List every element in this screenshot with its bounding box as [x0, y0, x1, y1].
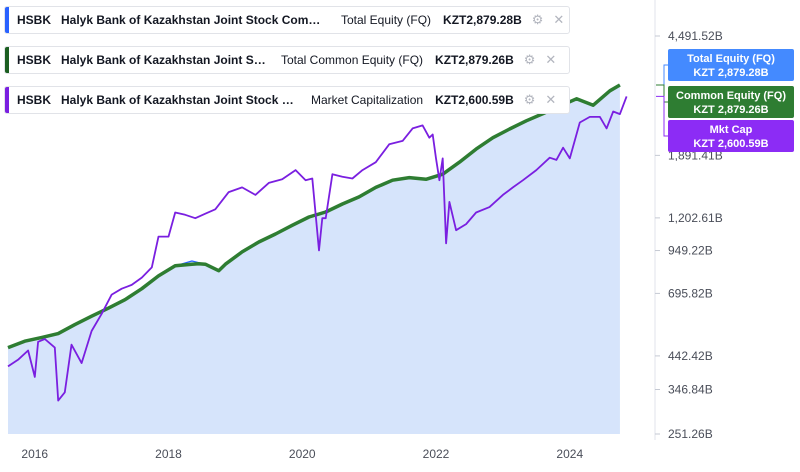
series-lines [7, 83, 628, 402]
price-tags: Total Equity (FQ) KZT 2,879.28B Common Equ… [656, 49, 794, 152]
y-tick-label: 251.26B [668, 427, 713, 441]
y-tick-label: 4,491.52B [668, 29, 723, 43]
legend-company-name: Halyk Bank of Kazakhstan Joint S… [61, 53, 266, 67]
legend-value: KZT2,600.59B [435, 93, 514, 107]
gear-icon[interactable]: ⚙ [531, 12, 544, 27]
gear-icon[interactable]: ⚙ [523, 52, 536, 67]
legend-metric: Total Common Equity (FQ) [281, 53, 424, 67]
x-axis: 2016 2018 2020 2022 2024 [21, 447, 583, 461]
legend-value: KZT2,879.26B [435, 53, 514, 67]
legend-swatch-market-cap [5, 87, 9, 113]
price-tag-value: KZT 2,600.59B [693, 138, 768, 150]
legend-metric: Market Capitalization [311, 93, 424, 107]
price-tag-title: Total Equity (FQ) [687, 53, 775, 65]
legend-ticker: HSBK [17, 93, 52, 107]
close-icon[interactable]: ✕ [545, 52, 557, 67]
price-tag-value: KZT 2,879.28B [693, 67, 768, 79]
series-line-2 [7, 96, 628, 402]
gear-icon[interactable]: ⚙ [523, 92, 536, 107]
legend-ticker: HSBK [17, 53, 52, 67]
x-tick-label: 2016 [21, 447, 48, 461]
price-tag-connector [656, 84, 668, 103]
legend-value: KZT2,879.28B [443, 13, 522, 27]
price-tag-title: Common Equity (FQ) [676, 90, 786, 102]
legend-company-name: Halyk Bank of Kazakhstan Joint Stock Com… [61, 13, 321, 27]
series-line-1 [7, 83, 621, 350]
price-tag-connector [656, 95, 668, 137]
y-tick-label: 442.42B [668, 349, 713, 363]
y-tick-label: 695.82B [668, 286, 713, 300]
area-total-equity [8, 85, 620, 434]
legend-metric: Total Equity (FQ) [341, 13, 432, 27]
close-icon[interactable]: ✕ [545, 92, 557, 107]
y-tick-label: 949.22B [668, 244, 713, 258]
price-tag-title: Mkt Cap [710, 124, 753, 136]
y-axis: 4,491.52B1,891.41B1,202.61B949.22B695.82… [655, 29, 723, 441]
legend-swatch-common-equity [5, 47, 9, 73]
price-tag-value: KZT 2,879.26B [693, 104, 768, 116]
legend-row-total-equity[interactable]: HSBK Halyk Bank of Kazakhstan Joint Stoc… [4, 6, 570, 34]
legend-row-common-equity[interactable]: HSBK Halyk Bank of Kazakhstan Joint S… T… [4, 46, 570, 74]
price-tag-bg [668, 86, 794, 118]
y-tick-label: 346.84B [668, 383, 713, 397]
y-tick-label: 1,202.61B [668, 211, 723, 225]
x-tick-label: 2018 [155, 447, 182, 461]
x-tick-label: 2024 [556, 447, 583, 461]
legend-ticker: HSBK [17, 13, 52, 27]
equity-area-fill [8, 85, 620, 434]
x-tick-label: 2022 [423, 447, 450, 461]
x-tick-label: 2020 [289, 447, 316, 461]
legend-company-name: Halyk Bank of Kazakhstan Joint Stock … [61, 93, 294, 107]
price-tag-bg [668, 49, 794, 81]
price-tag-bg [668, 120, 794, 152]
legend-row-market-cap[interactable]: HSBK Halyk Bank of Kazakhstan Joint Stoc… [4, 86, 570, 114]
legend-swatch-total-equity [5, 7, 9, 33]
close-icon[interactable]: ✕ [553, 12, 565, 27]
